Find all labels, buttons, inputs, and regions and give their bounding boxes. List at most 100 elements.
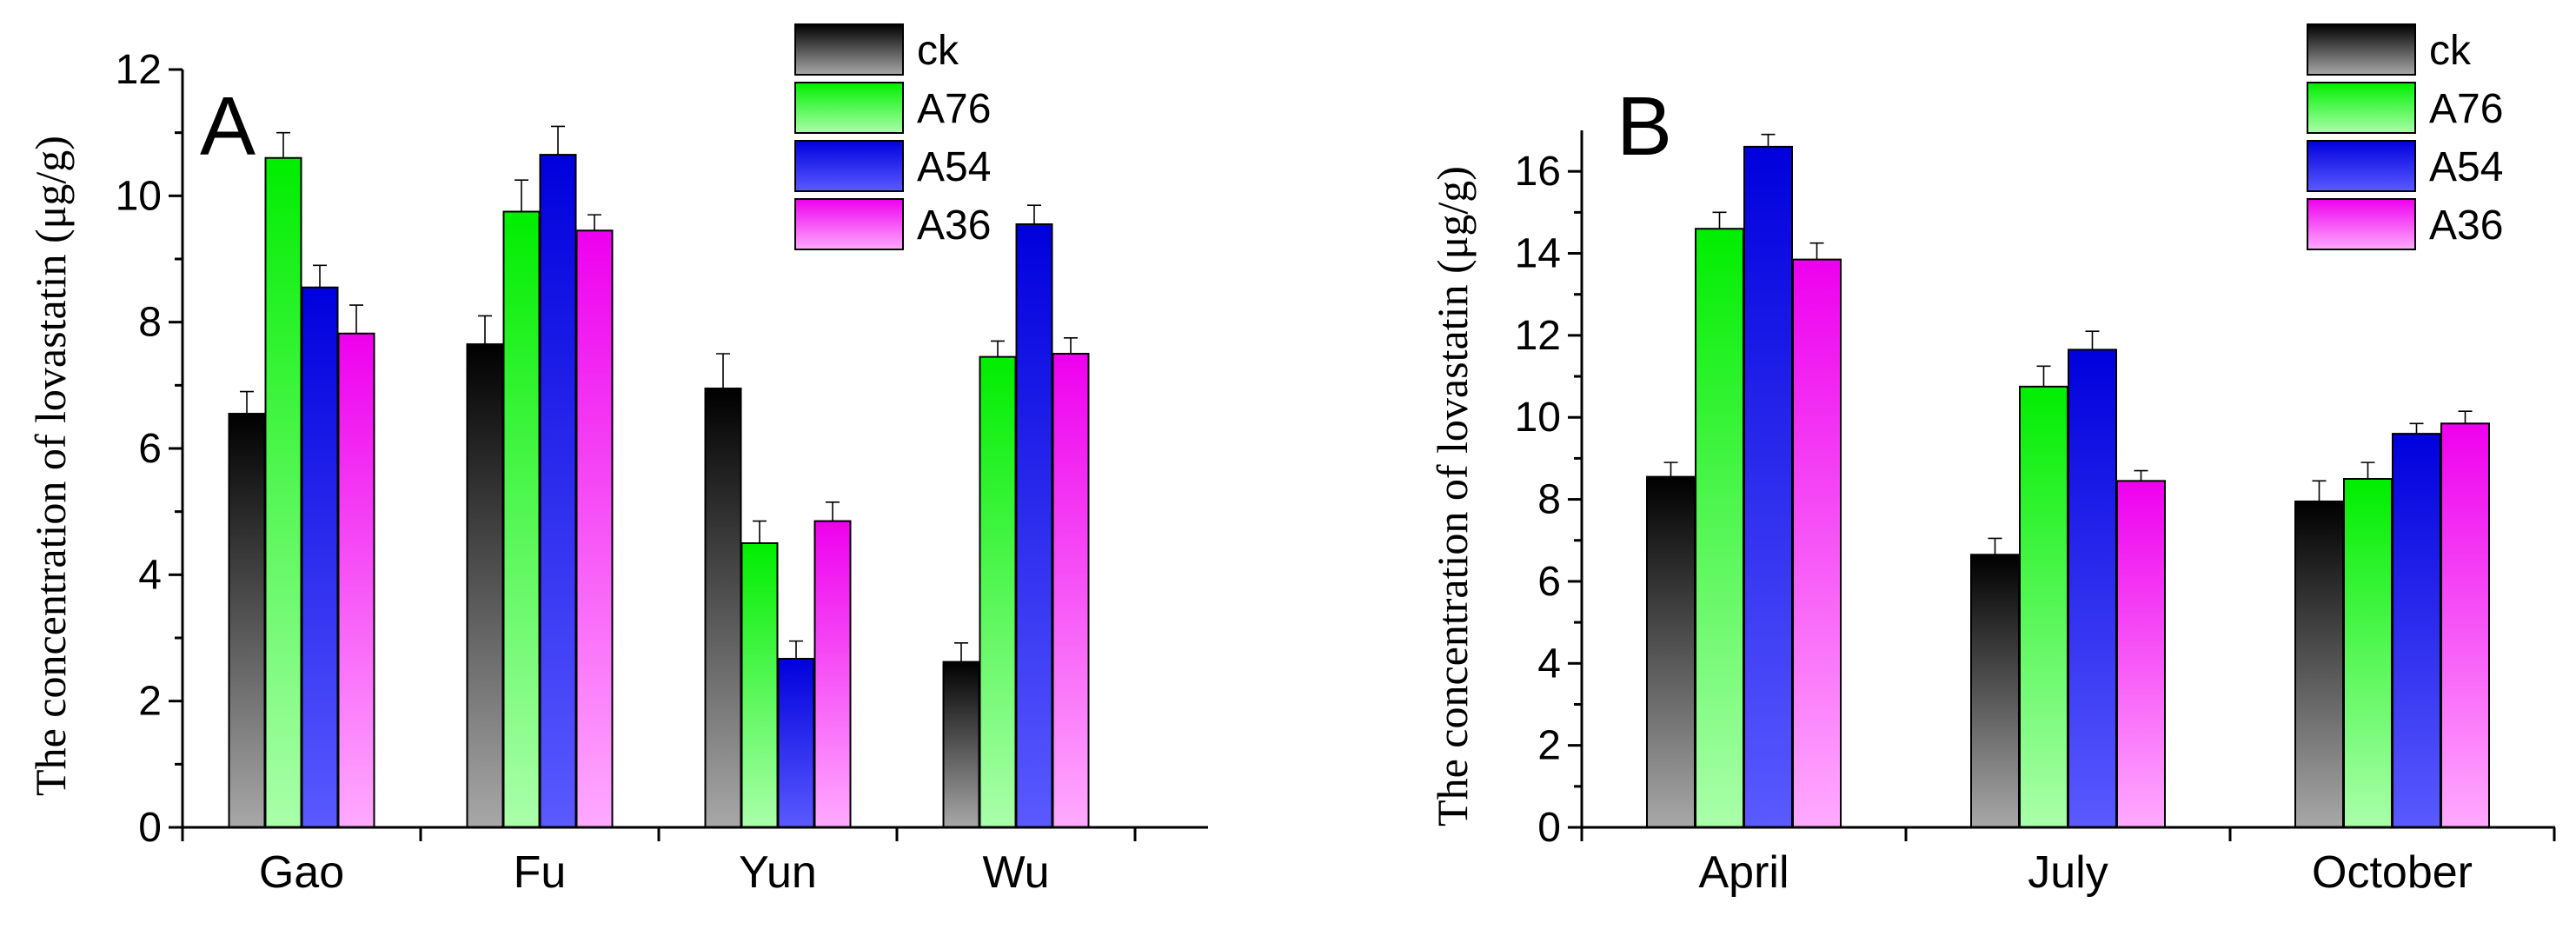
- panel-b-bar-a36-july: [2116, 480, 2166, 828]
- panel-b-bar-ck-april: [1646, 475, 1696, 828]
- panel-a-x-tick-label-fu: Fu: [514, 847, 567, 898]
- panel-b-error-bar-a54-july: [2085, 330, 2100, 350]
- panel-a-y-axis-label: The concentration of lovastatin (μg/g): [26, 136, 75, 796]
- panel-a-error-bar-a76-wu: [991, 340, 1005, 357]
- panel-b-bar-a76-april: [1695, 228, 1744, 829]
- panel-b-legend-label-a76: A76: [2429, 86, 2503, 132]
- panel-a-error-bar-a54-wu: [1027, 204, 1041, 225]
- panel-b-chart: 0 2 4 6 8 10 12 14 16 April July October The concent…: [1428, 23, 2556, 898]
- panel-b-y-tick-label-12: 12: [1515, 313, 1561, 359]
- panel-a-bar-a54-gao: [301, 286, 339, 828]
- panel-b-bar-a36-october: [2440, 422, 2490, 828]
- panel-b-legend-swatch-ck: [2307, 23, 2416, 76]
- panel-a-error-bar-a36-yun: [826, 501, 840, 521]
- panel-b-error-bar-a76-october: [2360, 461, 2375, 479]
- panel-a-error-bar-a36-wu: [1064, 337, 1078, 354]
- panel-b-error-bar-ck-april: [1663, 461, 1678, 477]
- panel-a-legend-label-a54: A54: [917, 144, 991, 190]
- panel-b-bar-a54-july: [2068, 349, 2117, 828]
- panel-a-bar-a54-wu: [1015, 223, 1053, 828]
- panel-b-y-tick-label-4: 4: [1537, 641, 1561, 687]
- panel-b-y-tick-label-2: 2: [1537, 723, 1561, 769]
- panel-a-y-tick-label-6: 6: [138, 426, 162, 472]
- panel-b-y-axis-label: The concentration of lovastatin (μg/g): [1428, 166, 1477, 826]
- panel-a-y-tick-label-2: 2: [138, 679, 162, 725]
- panel-a-error-bar-ck-yun: [716, 353, 730, 388]
- panel-b-error-bar-a76-april: [1712, 211, 1727, 229]
- panel-b-legend-swatch-a36: [2307, 198, 2416, 250]
- panel-a-error-bar-ck-gao: [240, 390, 254, 415]
- panel-b-legend-swatch-a54: [2307, 140, 2416, 192]
- panel-b-panel-letter: B: [1617, 80, 1672, 173]
- panel-a-y-tick-label-0: 0: [138, 805, 162, 851]
- panel-a-legend: ck A76 A54 A36: [794, 23, 991, 250]
- panel-b-bar-a76-july: [2019, 385, 2068, 828]
- panel-a-error-bar-a76-yun: [753, 520, 767, 543]
- panel-a-y-tick-label-12: 12: [116, 47, 162, 93]
- panel-a-bar-ck-yun: [704, 387, 742, 828]
- panel-b-x-tick-label-april: April: [1698, 847, 1789, 898]
- panel-b-legend-label-a36: A36: [2429, 202, 2503, 249]
- panel-a-legend-label-ck: ck: [917, 28, 959, 74]
- panel-b-bar-ck-july: [1970, 554, 2020, 829]
- panel-a-error-bar-a36-fu: [588, 214, 601, 231]
- panel-a-bar-a54-fu: [539, 154, 577, 829]
- panel-a-error-bar-a76-fu: [515, 179, 528, 212]
- panel-b-error-bar-ck-july: [1988, 537, 2002, 555]
- panel-b-x-tick-label-october: October: [2312, 847, 2473, 898]
- panel-b-bar-a36-april: [1792, 258, 1842, 828]
- panel-a-error-bar-a76-gao: [276, 131, 290, 158]
- panel-a-error-bar-ck-fu: [478, 315, 492, 345]
- panel-b-error-bar-a54-october: [2409, 422, 2424, 435]
- panel-a-bar-ck-gao: [228, 413, 266, 828]
- panel-a-x-tick-label-yun: Yun: [739, 847, 817, 898]
- panel-a-bar-ck-fu: [466, 343, 504, 829]
- panel-a-error-bar-a36-gao: [349, 304, 363, 334]
- panel-b-error-bar-a36-october: [2458, 410, 2473, 424]
- panel-a-bar-a36-yun: [813, 520, 852, 828]
- panel-a-y-tick-label-8: 8: [138, 300, 162, 346]
- panel-a-x-tick-label-gao: Gao: [259, 847, 344, 898]
- panel-a-x-tick-label-wu: Wu: [982, 847, 1049, 898]
- panel-b-y-tick-label-6: 6: [1537, 559, 1561, 605]
- panel-a-error-bar-a54-fu: [551, 125, 565, 156]
- panel-b-y-tick-label-8: 8: [1537, 477, 1561, 523]
- panel-a-error-bar-a54-yun: [789, 640, 803, 659]
- panel-a-legend-swatch-a76: [794, 82, 904, 134]
- panel-b-x-tick-label-july: July: [2028, 847, 2108, 898]
- panel-a-y-tick-label-4: 4: [138, 552, 162, 598]
- panel-b-y-tick-label-14: 14: [1515, 231, 1561, 277]
- panel-a-legend-label-a36: A36: [917, 202, 991, 249]
- panel-a-panel-letter: A: [200, 80, 256, 173]
- panel-a-legend-swatch-a36: [794, 198, 904, 250]
- panel-a-legend-swatch-ck: [794, 23, 904, 76]
- panel-b-y-tick-label-16: 16: [1515, 149, 1561, 195]
- panel-a-error-bar-ck-wu: [954, 642, 968, 662]
- panel-b-error-bar-a76-july: [2036, 365, 2051, 387]
- panel-a-bar-a76-gao: [264, 156, 302, 828]
- panel-b-legend-label-ck: ck: [2429, 28, 2472, 74]
- panel-a-chart: 0 2 4 6 8 10 12 Gao Fu Yun Wu The concentration of …: [26, 23, 1208, 898]
- panel-a-y-tick-label-10: 10: [116, 173, 162, 219]
- panel-b-error-bar-ck-october: [2312, 480, 2327, 501]
- panel-b-error-bar-a36-april: [1809, 242, 1824, 260]
- panel-a-bar-a76-wu: [979, 355, 1017, 828]
- panel-b-bar-a54-october: [2392, 433, 2441, 828]
- panel-b-legend: ck A76 A54 A36: [2307, 23, 2503, 250]
- panel-b-bar-a76-october: [2343, 478, 2393, 828]
- panel-b-error-bar-a36-july: [2134, 469, 2148, 481]
- panel-a-bar-ck-wu: [942, 661, 980, 829]
- panel-a-bar-a54-yun: [777, 657, 815, 828]
- panel-b-legend-swatch-a76: [2307, 82, 2416, 134]
- panel-a-bar-a36-fu: [575, 229, 614, 828]
- panel-a-legend-swatch-a54: [794, 140, 904, 192]
- panel-b-error-bar-a54-april: [1761, 133, 1776, 147]
- panel-b-bar-ck-october: [2294, 500, 2344, 829]
- panel-a-bar-a36-gao: [337, 332, 375, 829]
- panel-b-legend-label-a54: A54: [2429, 144, 2503, 190]
- panel-b-y-tick-label-10: 10: [1515, 395, 1561, 441]
- panel-a-bar-a36-wu: [1052, 353, 1090, 828]
- panel-a-error-bar-a54-gao: [313, 264, 327, 288]
- panel-b-bar-a54-april: [1743, 145, 1793, 828]
